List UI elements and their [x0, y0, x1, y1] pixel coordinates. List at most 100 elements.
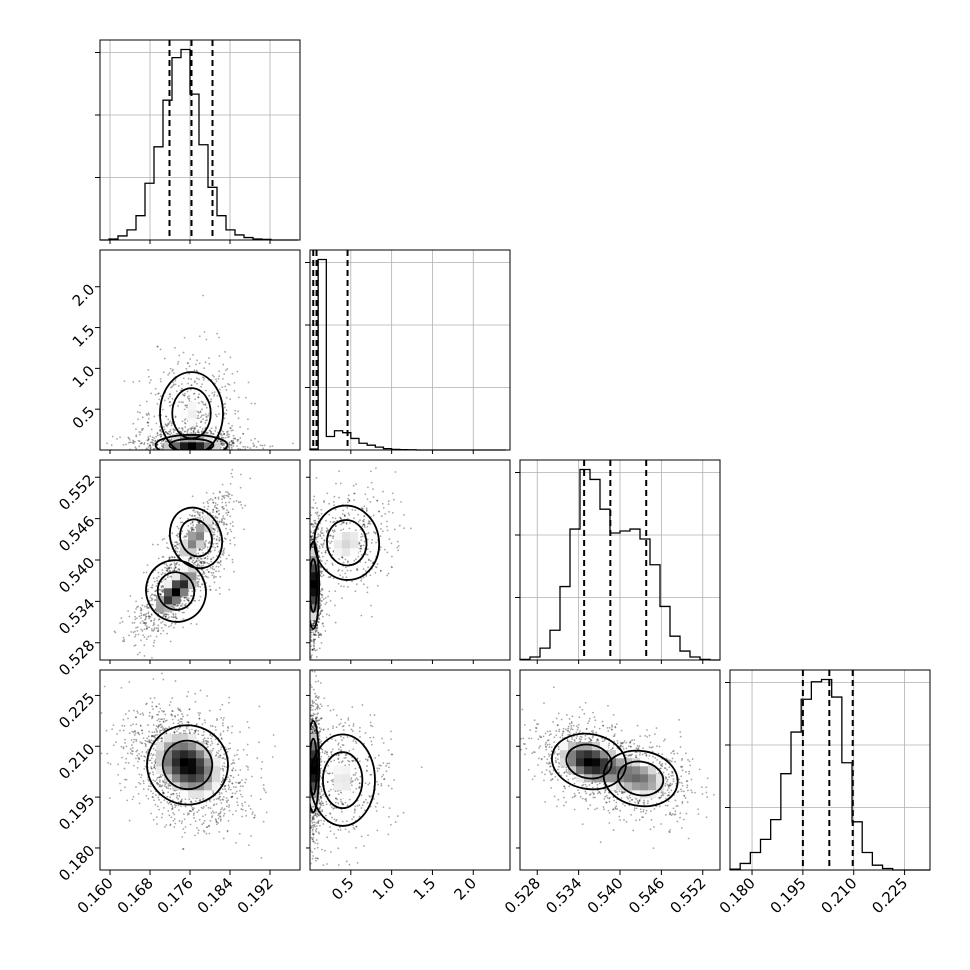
density-cell — [172, 442, 181, 450]
panel-frame — [729, 669, 931, 871]
sample-point — [202, 418, 205, 420]
sample-point — [324, 597, 327, 599]
sample-point — [137, 605, 140, 608]
sample-point — [206, 500, 209, 503]
sample-point — [203, 562, 206, 564]
sample-point — [331, 535, 334, 538]
sample-point — [360, 548, 363, 550]
sample-point — [329, 600, 332, 602]
sample-point — [135, 428, 137, 431]
sample-point — [261, 444, 264, 447]
sample-point — [154, 387, 157, 390]
sample-point — [236, 438, 239, 441]
sample-point — [161, 572, 164, 574]
sample-point — [319, 605, 321, 608]
sample-point — [169, 701, 172, 703]
sample-point — [212, 571, 215, 574]
sample-point — [203, 458, 205, 460]
sample-point — [218, 815, 221, 818]
sample-point — [382, 490, 384, 493]
sample-point — [123, 380, 126, 382]
density-cell — [188, 418, 197, 427]
sample-point — [306, 592, 308, 594]
sample-point — [313, 640, 315, 642]
sample-point — [176, 561, 179, 564]
sample-point — [312, 524, 315, 526]
sample-point — [219, 560, 222, 562]
sample-point — [147, 590, 149, 593]
sample-point — [146, 564, 149, 567]
density-cell — [204, 434, 213, 443]
sample-point — [159, 593, 162, 596]
sample-point — [133, 621, 136, 624]
sample-point — [222, 443, 225, 446]
sample-point — [308, 664, 310, 666]
sample-point — [181, 456, 183, 458]
sample-point — [215, 542, 218, 545]
sample-point — [160, 442, 162, 445]
sample-point — [363, 523, 365, 526]
sample-point — [230, 429, 233, 432]
sample-point — [305, 607, 307, 609]
sample-point — [180, 451, 182, 453]
sample-point — [219, 556, 222, 559]
sample-point — [192, 559, 195, 562]
sample-point — [307, 580, 309, 582]
sample-point — [313, 519, 316, 522]
sample-point — [221, 498, 223, 501]
sample-point — [392, 498, 395, 501]
sample-point — [169, 404, 171, 407]
sample-point — [134, 615, 137, 618]
sample-point — [356, 569, 359, 572]
sample-point — [142, 457, 144, 459]
sample-point — [222, 550, 225, 553]
sample-point — [231, 769, 234, 772]
sample-point — [231, 468, 234, 471]
sample-point — [123, 640, 126, 643]
sample-point — [231, 372, 234, 375]
sample-point — [307, 584, 309, 586]
sample-point — [334, 525, 337, 528]
sample-point — [307, 512, 309, 514]
contour-level — [310, 541, 321, 630]
sample-point — [306, 590, 308, 592]
sample-point — [190, 557, 193, 560]
sample-point — [321, 622, 324, 625]
density-cell — [172, 434, 181, 443]
sample-point — [134, 635, 136, 638]
sample-point — [308, 623, 310, 625]
sample-point — [170, 624, 172, 627]
sample-point — [184, 422, 187, 425]
sample-point — [221, 518, 223, 521]
sample-point — [229, 427, 232, 429]
sample-point — [141, 416, 144, 419]
sample-point — [221, 444, 224, 447]
sample-point — [241, 451, 243, 453]
sample-point — [180, 470, 182, 472]
sample-point — [196, 377, 198, 380]
sample-point — [341, 556, 344, 559]
sample-point — [226, 432, 229, 435]
sample-point — [192, 430, 195, 432]
density-cell — [180, 564, 189, 573]
sample-point — [204, 557, 207, 559]
sample-point — [225, 389, 228, 391]
sample-point — [146, 606, 149, 609]
sample-point — [153, 623, 156, 626]
density-cell — [196, 532, 205, 541]
sample-point — [202, 454, 204, 456]
sample-point — [169, 456, 171, 458]
sample-point — [224, 538, 227, 540]
sample-point — [151, 717, 153, 720]
sample-point — [203, 377, 206, 380]
sample-point — [175, 546, 178, 549]
sample-point — [211, 567, 214, 570]
sample-point — [135, 454, 137, 456]
sample-point — [161, 538, 164, 541]
sample-point — [216, 542, 219, 545]
sample-point — [321, 596, 324, 599]
density-cell — [188, 402, 197, 411]
sample-point — [188, 798, 191, 801]
sample-point — [228, 444, 231, 446]
sample-point — [151, 593, 154, 596]
